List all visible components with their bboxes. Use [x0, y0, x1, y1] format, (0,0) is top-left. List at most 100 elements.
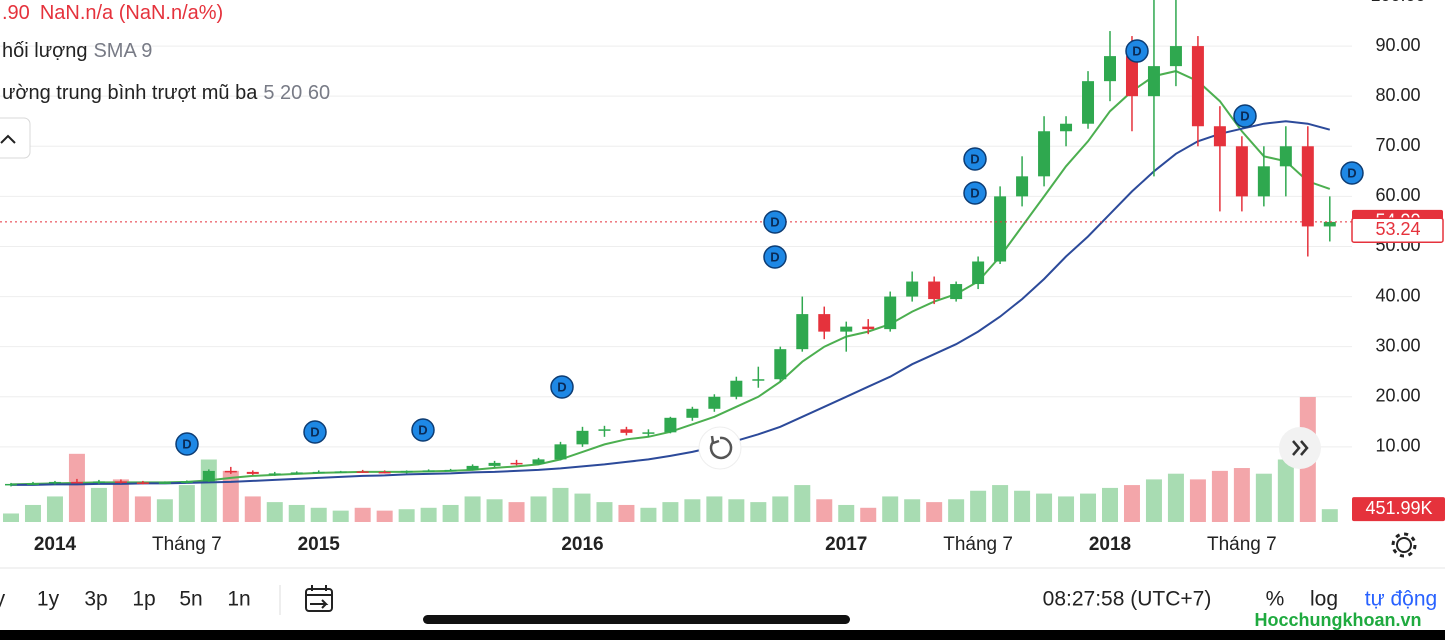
range-button[interactable]: 1n	[227, 588, 250, 611]
volume-bar	[1321, 509, 1338, 522]
candle-body	[1125, 56, 1138, 97]
volume-bar	[1145, 479, 1162, 522]
candle-body	[180, 481, 193, 483]
price: .90	[2, 2, 30, 24]
candle-body	[48, 481, 61, 484]
volume-bar	[420, 507, 437, 522]
candle-body	[158, 482, 171, 484]
volume-bar	[200, 459, 217, 522]
date-range-icon[interactable]	[305, 585, 333, 612]
dividend-marker[interactable]	[963, 147, 987, 171]
candle-body	[1169, 46, 1182, 67]
indicator: ường trung bình trượt mũ ba	[2, 82, 258, 104]
candle-body	[1191, 46, 1204, 127]
y-tick-label: 60.00	[1375, 185, 1420, 205]
x-tick-label: 2014	[34, 534, 77, 555]
range-button[interactable]: 5n	[179, 588, 202, 611]
x-tick-label: 2017	[825, 534, 867, 555]
auto-toggle[interactable]: tự động	[1365, 588, 1437, 611]
log-toggle[interactable]: log	[1310, 588, 1338, 611]
percent-toggle[interactable]: %	[1266, 588, 1285, 611]
candle-body	[576, 430, 589, 445]
range-button[interactable]: 5y	[0, 588, 6, 611]
candle-body	[972, 261, 985, 285]
volume-bar	[46, 496, 63, 522]
dividend-label: D	[970, 151, 979, 166]
volume-bar	[222, 470, 239, 522]
dividend-marker[interactable]	[1125, 39, 1149, 63]
candle-body	[1257, 166, 1270, 197]
candle-body	[1323, 221, 1336, 227]
settings-icon[interactable]	[1391, 532, 1417, 558]
dividend-label: D	[1347, 165, 1356, 180]
dividend-label: D	[418, 422, 427, 437]
volume-bar	[508, 502, 525, 522]
params: SMA 9	[93, 40, 152, 62]
candle-body	[818, 314, 831, 332]
volume-bar	[904, 499, 921, 522]
volume-bar	[68, 453, 85, 522]
candle-body	[1038, 131, 1051, 177]
volume-bar	[442, 504, 459, 522]
dividend-label: D	[970, 185, 979, 200]
candle-body	[1060, 123, 1073, 132]
x-tick-label: 2016	[561, 534, 603, 555]
x-tick-label: 2015	[298, 534, 341, 555]
y-tick-label: 30.00	[1375, 335, 1420, 355]
calendar	[305, 588, 333, 612]
candle-body	[422, 470, 435, 472]
candle-body	[752, 379, 765, 381]
volume-bar	[376, 510, 393, 522]
volume-bar	[992, 485, 1009, 522]
dividend-marker[interactable]	[763, 245, 787, 269]
button-bg	[698, 426, 742, 470]
params: 5 20 60	[263, 82, 330, 104]
volume-bar	[1123, 485, 1140, 522]
dividend-marker[interactable]	[763, 210, 787, 234]
dividend-marker[interactable]	[175, 432, 199, 456]
candle-body	[114, 481, 127, 483]
candle-body	[928, 281, 941, 300]
candle-body	[862, 326, 875, 330]
volume-bar	[1211, 470, 1228, 522]
dividend-marker[interactable]	[1340, 161, 1364, 185]
volume-bar	[684, 499, 701, 522]
header-price: .90 NaN.n/a (NaN.n/a%)	[2, 2, 223, 24]
range-button[interactable]: 3p	[84, 588, 107, 611]
reset-button[interactable]	[698, 426, 742, 470]
candle-body	[774, 349, 787, 380]
volume-bar	[772, 496, 789, 522]
volume-bar	[112, 479, 129, 522]
x-tick-label: Tháng 7	[1207, 534, 1277, 555]
y-tick-label: 100.00	[1370, 0, 1425, 5]
volume-bar	[3, 513, 19, 522]
candle-body	[532, 459, 545, 464]
range-button[interactable]: 1p	[132, 588, 155, 611]
candle-body	[1104, 56, 1116, 82]
volume-bar	[244, 496, 261, 522]
candle-body	[1016, 176, 1029, 197]
volume-bar	[1255, 473, 1272, 522]
candle-body	[268, 473, 281, 475]
scroll-button[interactable]	[1279, 427, 1321, 469]
volume-bar	[156, 499, 173, 522]
dividend-marker[interactable]	[550, 375, 574, 399]
candle-body	[246, 471, 259, 474]
x-tick-label: Tháng 7	[152, 534, 222, 555]
gear	[1396, 537, 1412, 553]
dividend-marker[interactable]	[411, 418, 435, 442]
candle-body	[664, 417, 677, 433]
volume-bar	[1014, 490, 1031, 522]
dividend-marker[interactable]	[1233, 104, 1257, 128]
volume-bar	[618, 504, 635, 522]
y-tick-label: 70.00	[1375, 135, 1420, 155]
range-button[interactable]: 1y	[37, 588, 60, 611]
candle-body	[1082, 81, 1095, 124]
candle-body	[136, 482, 149, 484]
collapse-button[interactable]	[0, 117, 31, 159]
volume-bar	[926, 502, 943, 522]
y-tick-label: 10.00	[1375, 436, 1420, 456]
dividend-marker[interactable]	[963, 181, 987, 205]
dividend-marker[interactable]	[303, 420, 327, 444]
